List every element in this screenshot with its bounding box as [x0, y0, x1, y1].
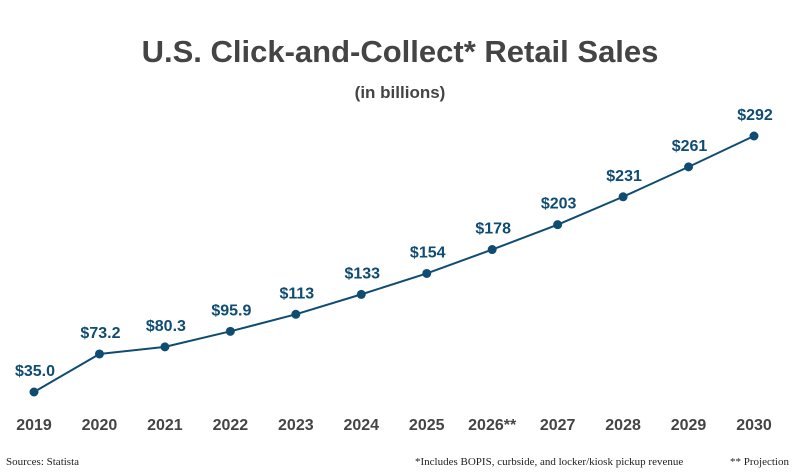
- value-label: $292: [737, 107, 773, 124]
- point: [553, 220, 563, 230]
- point: [225, 326, 235, 336]
- point: [487, 245, 497, 255]
- x-tick-label: 2019: [16, 417, 52, 434]
- chart-title: U.S. Click-and-Collect* Retail Sales: [142, 34, 659, 69]
- value-label: $73.2: [80, 325, 120, 342]
- x-tick-label: 2025: [409, 417, 445, 434]
- value-label: $80.3: [146, 318, 186, 335]
- chart-subtitle: (in billions): [355, 83, 446, 102]
- value-label: $261: [672, 138, 708, 155]
- point: [160, 342, 170, 352]
- point: [356, 289, 366, 299]
- x-tick-label: 2022: [213, 417, 249, 434]
- value-label: $133: [344, 265, 380, 282]
- value-label: $95.9: [211, 302, 251, 319]
- source: Sources: Statista: [6, 456, 79, 468]
- value-label: $231: [606, 168, 642, 185]
- footnote: ** Projection: [730, 456, 789, 468]
- x-tick-label: 2023: [278, 417, 314, 434]
- value-label: $35.0: [15, 363, 55, 380]
- x-tick-label: 2027: [540, 417, 576, 434]
- x-tick-label: 2030: [736, 417, 772, 434]
- value-label: $154: [410, 244, 446, 261]
- value-label: $178: [475, 221, 511, 238]
- x-tick-label: 2026**: [468, 417, 517, 434]
- footnote: *Includes BOPIS, curbside, and locker/ki…: [415, 456, 683, 468]
- x-tick-label: 2029: [671, 417, 707, 434]
- point: [94, 349, 104, 359]
- point: [749, 131, 759, 141]
- x-tick-label: 2024: [343, 417, 379, 434]
- point: [618, 192, 628, 202]
- point: [29, 387, 39, 397]
- point: [422, 268, 432, 278]
- value-label: $203: [541, 196, 577, 213]
- line: [33, 135, 755, 393]
- x-tick-label: 2028: [605, 417, 641, 434]
- point: [291, 309, 301, 319]
- x-tick-label: 2020: [82, 417, 118, 434]
- value-label: $113: [279, 285, 314, 302]
- x-tick-label: 2021: [147, 417, 183, 434]
- point: [684, 162, 694, 172]
